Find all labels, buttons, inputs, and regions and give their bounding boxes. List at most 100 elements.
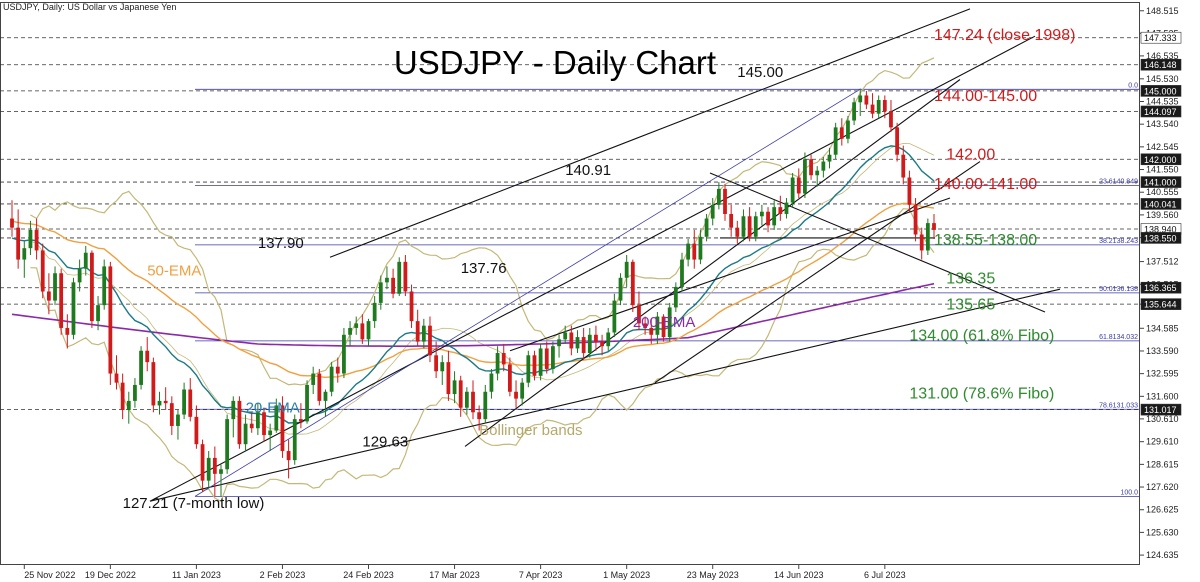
candle [852,97,856,126]
candle [16,209,21,269]
fibo-label: 38.2138.243 [1099,238,1138,245]
candle-body [83,252,88,269]
candle-body [335,366,340,374]
candle-body [46,291,51,301]
candle-body [163,400,168,404]
y-tick-label: 130.610 [1146,414,1179,424]
candle [385,266,389,290]
candle-body [96,305,100,322]
candle-body [766,211,770,226]
price-box [1140,198,1182,210]
candle-body [655,316,660,335]
candle [870,93,875,119]
price-box [1140,85,1182,97]
candle [46,273,51,315]
candle [766,207,770,233]
candle [587,327,592,358]
candle-body [833,127,838,155]
price-box-label: 140.041 [1144,199,1177,209]
candle-body [360,323,365,340]
candle-body [458,380,463,408]
candle-body [901,154,906,178]
candle-body [391,277,395,294]
candle [126,391,131,424]
candle-body [753,216,758,237]
y-tick-label: 142.545 [1146,142,1179,152]
candle-body [557,339,561,347]
price-box [1140,105,1182,118]
candle-body [139,350,143,385]
y-tick-label: 141.550 [1146,165,1179,175]
candle-body [274,405,279,431]
candle-body [145,350,150,363]
y-tick-label: 133.590 [1146,346,1179,356]
candle [391,268,395,299]
x-tick-label: 24 Feb 2023 [343,570,394,580]
price-box-label: 147.333 [1144,33,1177,43]
candle [53,266,57,306]
candle-body [618,277,623,301]
y-tick-label: 131.600 [1146,391,1179,401]
candle-body [858,95,863,103]
candle [790,172,795,208]
candle [446,350,451,401]
fibo-label: 78.6131.033 [1099,402,1138,409]
price-box-label: 138.940 [1144,225,1177,235]
candle [188,378,193,422]
candle-body [643,323,647,328]
plot-frame [0,2,1140,565]
y-tick-label: 137.512 [1146,257,1179,267]
trend-line [509,197,951,352]
candle-body [661,316,666,338]
y-tick-label: 145.530 [1146,74,1179,84]
y-tick-label: 125.630 [1146,527,1179,537]
candle [723,184,727,221]
chart-title: USDJPY - Daily Chart [393,44,717,81]
candle-body [464,391,469,408]
candle-body [649,327,654,335]
candle [157,391,162,415]
candle-body [692,243,697,260]
candle-body [606,332,611,347]
candle-body [735,227,740,237]
trend-line [329,8,971,258]
annotation-label: 129.63 [362,433,408,450]
candle [594,325,598,351]
candle-body [483,391,488,420]
candle [452,371,457,404]
candle [637,291,641,331]
fibo-trend-line [194,88,861,497]
candle-body [305,384,309,422]
candle [563,325,568,344]
candle [649,318,654,344]
candle-body [889,111,893,128]
candle [323,389,328,417]
candle-body [667,307,672,338]
candle-body [428,325,432,356]
annotation-label: 147.24 (close 1998) [934,27,1075,44]
candle-body [403,261,408,292]
candle [606,327,611,351]
candle-body [366,321,371,340]
candle [133,378,137,408]
candle [342,327,346,379]
candle-body [243,423,248,445]
candle-body [680,259,684,287]
candle-body [71,282,76,335]
annotation-label: 200-EMA [633,314,696,331]
candle-body [16,227,21,260]
candle [182,382,186,420]
price-box-label: 135.644 [1144,300,1177,310]
candle [507,357,512,397]
candle [514,380,518,408]
candle [495,346,500,381]
candle-body [280,405,285,452]
bollinger-upper-line [30,57,935,386]
candle-body [317,373,322,401]
candle-body [495,353,500,374]
candle [803,152,807,199]
candle [557,334,561,358]
candle [907,170,912,212]
price-box-label: 142.000 [1144,155,1177,165]
candle [544,341,549,374]
